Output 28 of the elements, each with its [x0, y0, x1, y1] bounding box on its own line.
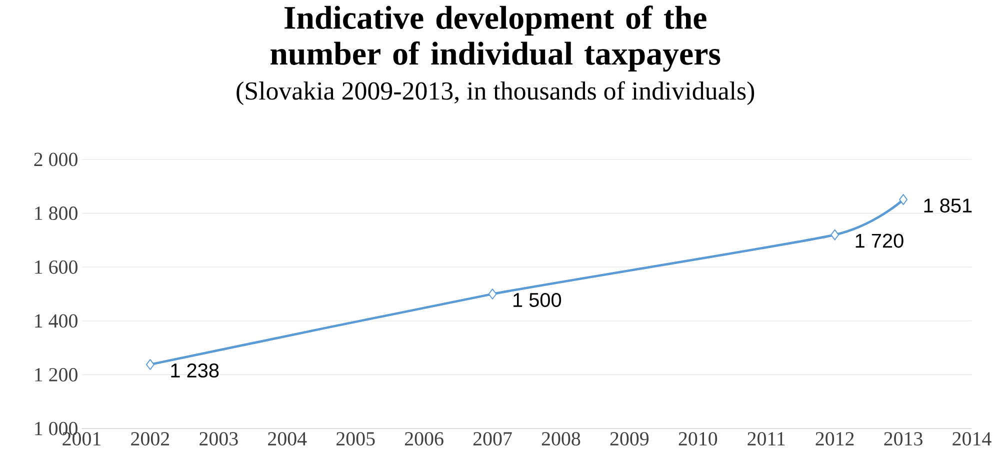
- y-tick-label: 1 200: [35, 368, 78, 382]
- x-tick-label: 2004: [268, 432, 307, 446]
- point: [899, 194, 908, 205]
- x-tick-label: 2009: [610, 432, 649, 446]
- data-label: 1 851: [924, 198, 972, 212]
- y-tick-label: 2 000: [34, 152, 78, 166]
- x-tick-label: 2006: [404, 432, 444, 446]
- x-tick-label: 2012: [816, 432, 854, 446]
- data-label: 1 238: [171, 363, 219, 378]
- chart-subtitle: (Slovakia 2009-2013, in thousands of individuals): [236, 81, 754, 105]
- x-tick-label: 2005: [336, 432, 375, 446]
- data-label: 1 500: [513, 292, 562, 307]
- x-tick-label: 2011: [748, 432, 785, 446]
- x-tick-label: 2008: [542, 432, 580, 446]
- y-tick-label: 1 400: [35, 314, 78, 328]
- point: [146, 358, 154, 370]
- x-tick-label: 2007: [473, 432, 512, 446]
- y-tick-label: 1 600: [35, 260, 78, 274]
- x-tick-label: 2014: [952, 432, 992, 446]
- x-tick-label: 2013: [884, 432, 922, 446]
- x-tick-label: 2002: [131, 432, 170, 446]
- x-tick-label: 2003: [200, 432, 238, 446]
- x-tick-label: 2010: [678, 432, 718, 446]
- chart-title: Indicative development of the number of individual taxpayers: [270, 5, 720, 72]
- data-label: 1 720: [856, 234, 904, 248]
- y-tick-label: 1 800: [35, 206, 78, 220]
- point: [488, 288, 497, 300]
- point: [830, 229, 840, 240]
